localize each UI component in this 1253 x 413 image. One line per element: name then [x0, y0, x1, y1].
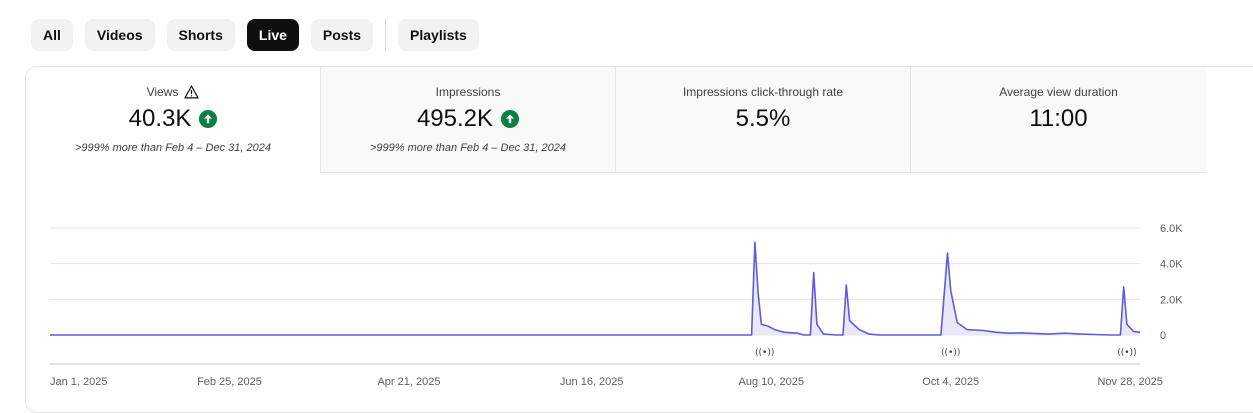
chip-videos[interactable]: Videos [84, 19, 155, 51]
metric-label-row: Average view duration [911, 85, 1206, 99]
metric-tab-ctr[interactable]: Impressions click-through rate 5.5% [616, 67, 911, 173]
metric-value: 11:00 [1029, 105, 1088, 132]
metric-value: 5.5% [735, 105, 791, 132]
warning-icon[interactable] [184, 85, 200, 99]
metric-comparison: >999% more than Feb 4 – Dec 31, 2024 [75, 142, 271, 154]
metric-tab-impressions[interactable]: Impressions 495.2K >999% more than Feb 4… [321, 67, 616, 173]
metric-value: 495.2K [416, 105, 494, 132]
metric-tab-views[interactable]: Views 40.3K >999% more than Feb 4 – Dec … [26, 67, 321, 173]
chip-all[interactable]: All [31, 19, 73, 51]
metric-label-row: Impressions click-through rate [616, 85, 910, 99]
trend-up-icon [501, 110, 520, 128]
metric-value-row: 11:00 [911, 105, 1206, 133]
trend-up-icon [199, 110, 218, 128]
chip-posts[interactable]: Posts [310, 19, 374, 51]
metric-value-row: 495.2K [321, 105, 615, 133]
metric-label-row: Views [26, 85, 320, 99]
metric-tab-avg-view-duration[interactable]: Average view duration 11:00 [911, 67, 1206, 173]
chip-playlists[interactable]: Playlists [398, 19, 479, 51]
analytics-card: Views 40.3K >999% more than Feb 4 – Dec … [25, 66, 1253, 413]
chip-shorts[interactable]: Shorts [166, 19, 235, 51]
metric-comparison: >999% more than Feb 4 – Dec 31, 2024 [370, 142, 566, 154]
metric-label: Impressions [435, 85, 501, 99]
chip-divider [385, 19, 387, 51]
chip-live[interactable]: Live [246, 19, 299, 51]
content-type-filter-bar: All Videos Shorts Live Posts Playlists [31, 19, 491, 51]
metric-value-row: 5.5% [616, 105, 910, 133]
metric-value-row: 40.3K [26, 105, 320, 133]
metric-label: Views [146, 85, 179, 99]
metric-tabs: Views 40.3K >999% more than Feb 4 – Dec … [26, 67, 1206, 173]
metric-value: 40.3K [128, 105, 192, 132]
metric-label: Average view duration [999, 85, 1118, 99]
metric-label-row: Impressions [321, 85, 615, 99]
metric-label: Impressions click-through rate [682, 85, 844, 99]
